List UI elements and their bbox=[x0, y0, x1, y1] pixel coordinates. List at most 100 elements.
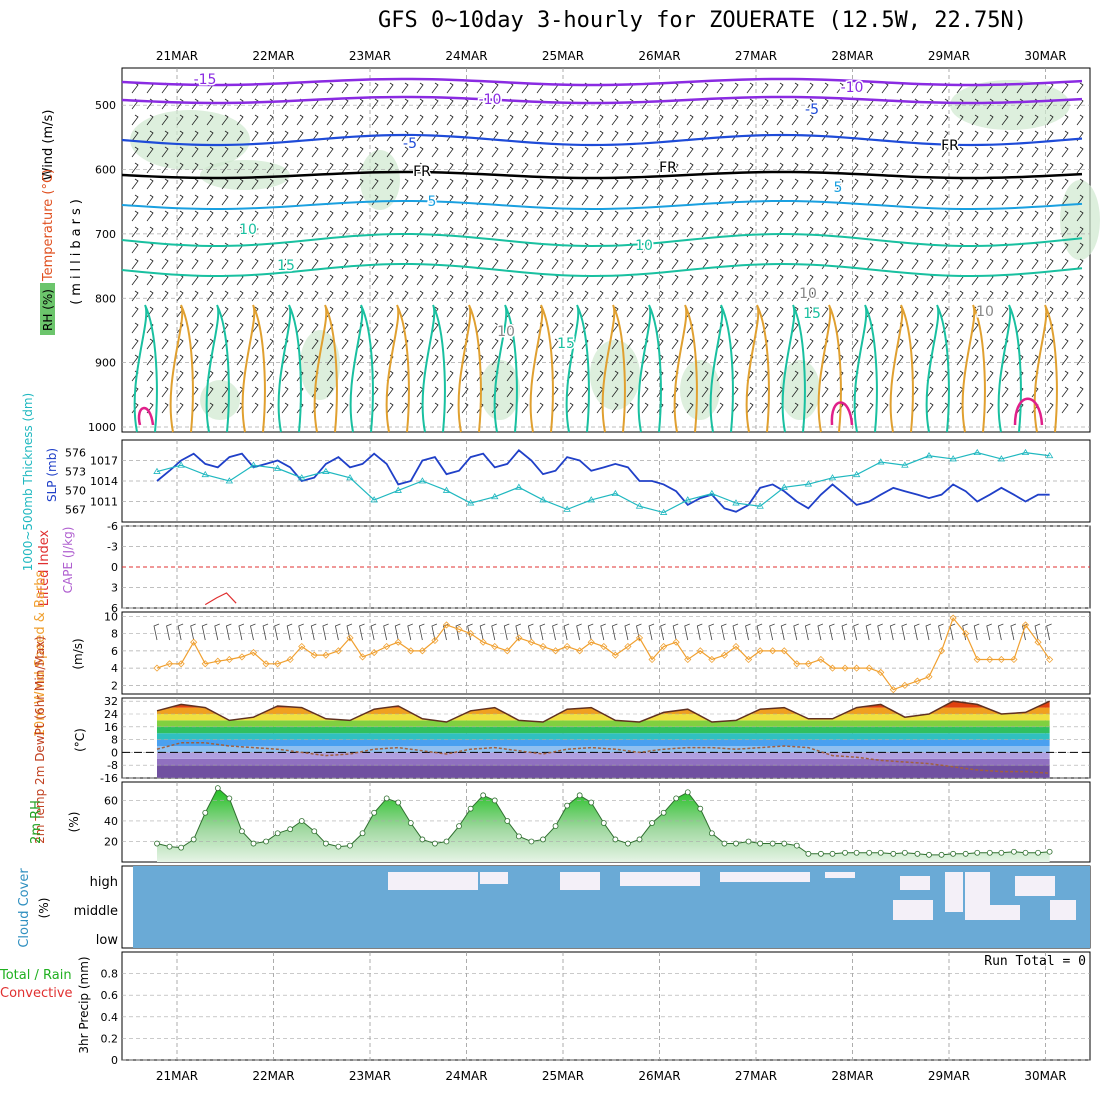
wind-barb bbox=[326, 242, 334, 254]
wind-barb bbox=[251, 258, 259, 270]
wind-barb bbox=[446, 402, 454, 414]
rh-point bbox=[733, 840, 739, 847]
wind-barb bbox=[866, 194, 874, 206]
wind-barb bbox=[941, 130, 949, 142]
wind-barb bbox=[596, 162, 604, 174]
wind-barb bbox=[296, 322, 304, 334]
wind-barb bbox=[806, 178, 814, 190]
wind-barb bbox=[536, 386, 544, 398]
wind-barb bbox=[836, 290, 844, 302]
wind-barb bbox=[776, 274, 784, 286]
wind-barb bbox=[1061, 306, 1069, 318]
wind-barb bbox=[866, 386, 874, 398]
wind-barb bbox=[1061, 370, 1069, 382]
wind-barb bbox=[401, 162, 409, 174]
rh-point bbox=[757, 840, 764, 847]
wind-barb bbox=[1076, 258, 1084, 270]
wind-barb bbox=[866, 354, 874, 366]
wind-barb bbox=[491, 354, 499, 366]
wind-barb bbox=[641, 354, 649, 366]
date-label-bottom: 21MAR bbox=[156, 1069, 198, 1083]
wind-barb bbox=[1016, 210, 1024, 222]
wind10-barb bbox=[407, 623, 413, 641]
wind-barb bbox=[341, 226, 349, 238]
wind10-barb bbox=[286, 623, 293, 641]
wind-barb bbox=[836, 178, 844, 190]
wind-barb bbox=[641, 306, 649, 318]
contour-label: FR bbox=[659, 160, 677, 176]
wind-barb bbox=[866, 162, 874, 174]
chart-title: GFS 0~10day 3-hourly for ZOUERATE (12.5W… bbox=[378, 8, 1028, 33]
wind-barb bbox=[251, 98, 259, 110]
wind-barb bbox=[776, 338, 784, 350]
wind-barb bbox=[311, 162, 319, 174]
wind-barb bbox=[1016, 114, 1024, 126]
wind-barb bbox=[791, 242, 799, 254]
wind-barb bbox=[896, 386, 904, 398]
cloud-gap bbox=[1050, 900, 1076, 920]
wind-barb bbox=[491, 338, 499, 350]
wind-barb bbox=[686, 354, 694, 366]
rh-point bbox=[564, 802, 571, 809]
wind-barb bbox=[986, 146, 994, 158]
wind-barb bbox=[521, 226, 529, 238]
thickness-point bbox=[515, 483, 523, 490]
pressure-tick-label: 500 bbox=[95, 99, 116, 112]
temperature-axis-label: Temperature (°C) bbox=[41, 169, 56, 282]
wind-barb bbox=[926, 306, 934, 318]
wind-barb bbox=[761, 290, 769, 302]
wind-barb bbox=[866, 210, 874, 222]
wind-barb bbox=[836, 130, 844, 142]
wind10-barb bbox=[225, 623, 232, 641]
wind-barb bbox=[1016, 178, 1024, 190]
date-label-top: 27MAR bbox=[735, 49, 777, 63]
wind-barb bbox=[311, 306, 319, 318]
wind10-barb bbox=[780, 623, 787, 641]
wind10-barb bbox=[793, 623, 799, 641]
wind-barb bbox=[686, 290, 694, 302]
wind-barb bbox=[641, 274, 649, 286]
wind-barb bbox=[746, 322, 754, 334]
rh-point bbox=[166, 843, 173, 850]
wind-barb bbox=[1061, 162, 1069, 174]
wind-barb bbox=[1016, 306, 1024, 318]
wind-barb bbox=[266, 370, 274, 382]
wind10-point bbox=[877, 668, 885, 676]
wind-barb bbox=[686, 146, 694, 158]
wind-barb bbox=[221, 226, 229, 238]
wind-barb bbox=[626, 306, 634, 318]
wind-barb bbox=[551, 354, 559, 366]
wind-barb bbox=[371, 82, 379, 94]
wind-barb bbox=[896, 178, 904, 190]
wind-barb bbox=[506, 162, 514, 174]
wind-barb bbox=[251, 114, 259, 126]
wind-barb bbox=[491, 82, 499, 94]
wind-barb bbox=[161, 402, 169, 414]
date-label-top: 30MAR bbox=[1024, 49, 1066, 63]
rh-point bbox=[504, 818, 511, 824]
wind-barb bbox=[776, 130, 784, 142]
wind-barb bbox=[386, 162, 394, 174]
wind-barb bbox=[836, 226, 844, 238]
wind-barb bbox=[881, 370, 889, 382]
wind10-barb bbox=[938, 623, 944, 641]
wind-barb bbox=[266, 322, 274, 334]
precip-tick-label: 0.8 bbox=[101, 968, 119, 981]
wind-barb bbox=[176, 114, 184, 126]
cloud-gap bbox=[1015, 876, 1055, 896]
wind-barb bbox=[1061, 226, 1069, 238]
wind-barb bbox=[536, 146, 544, 158]
wind-barb bbox=[1031, 306, 1039, 318]
wind-barb bbox=[971, 290, 979, 302]
wind-barb bbox=[161, 274, 169, 286]
wind-barb bbox=[716, 274, 724, 286]
wind10-point bbox=[853, 664, 861, 672]
wind-barb bbox=[401, 306, 409, 318]
wind-barb bbox=[926, 98, 934, 110]
wind-barb bbox=[881, 402, 889, 414]
wind-barb bbox=[491, 194, 499, 206]
rh-point bbox=[962, 850, 969, 857]
temperature-contour bbox=[565, 304, 590, 433]
wind-barb bbox=[851, 194, 859, 206]
